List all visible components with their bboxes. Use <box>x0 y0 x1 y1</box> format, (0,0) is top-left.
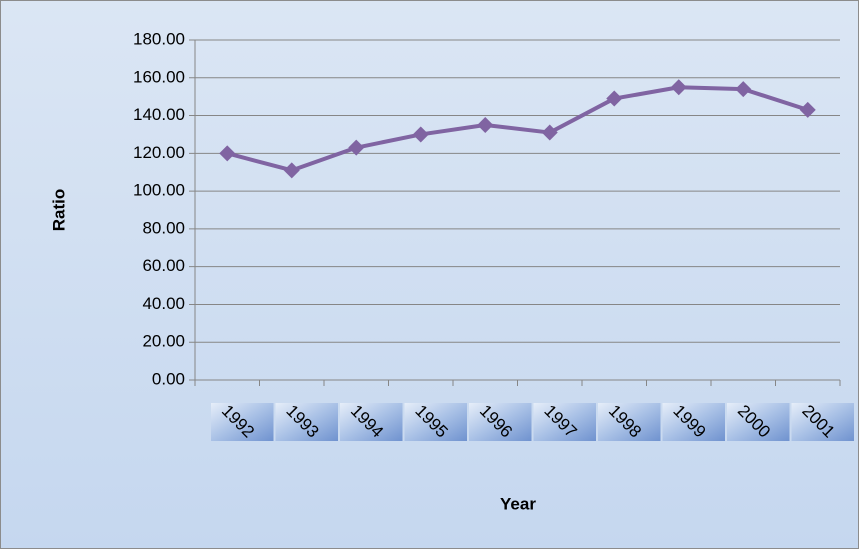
y-tick-label: 140.00 <box>133 105 185 124</box>
line <box>226 85 809 173</box>
y-tick-label: 0.00 <box>152 369 185 388</box>
marker <box>670 79 687 96</box>
y-tick-label: 100.00 <box>133 181 185 200</box>
marker <box>477 117 494 133</box>
y-tick-label: 160.00 <box>133 67 185 86</box>
x-axis-title: Year <box>500 494 536 513</box>
y-tick-label: 120.00 <box>133 143 185 162</box>
marker <box>799 101 816 118</box>
category-cell <box>662 403 725 441</box>
marker <box>219 145 236 162</box>
marker <box>735 81 752 98</box>
marker <box>348 139 365 156</box>
category-cell <box>598 403 661 441</box>
y-tick-label: 60.00 <box>142 256 185 275</box>
marker <box>412 126 429 143</box>
category-cell <box>404 403 467 441</box>
category-cell <box>533 403 596 441</box>
y-tick-label: 40.00 <box>142 294 185 313</box>
category-cell <box>340 403 403 441</box>
y-tick-label: 180.00 <box>133 29 185 48</box>
category-cell <box>275 403 338 441</box>
category-cell <box>791 403 854 441</box>
y-tick-label: 20.00 <box>142 332 185 351</box>
y-axis-title: Ratio <box>49 189 68 232</box>
y-tick-label: 80.00 <box>142 218 185 237</box>
marker <box>606 90 623 107</box>
marker <box>541 124 558 141</box>
category-cell <box>211 403 274 441</box>
category-cell <box>469 403 532 441</box>
category-cell <box>727 403 790 441</box>
marker <box>283 162 300 179</box>
